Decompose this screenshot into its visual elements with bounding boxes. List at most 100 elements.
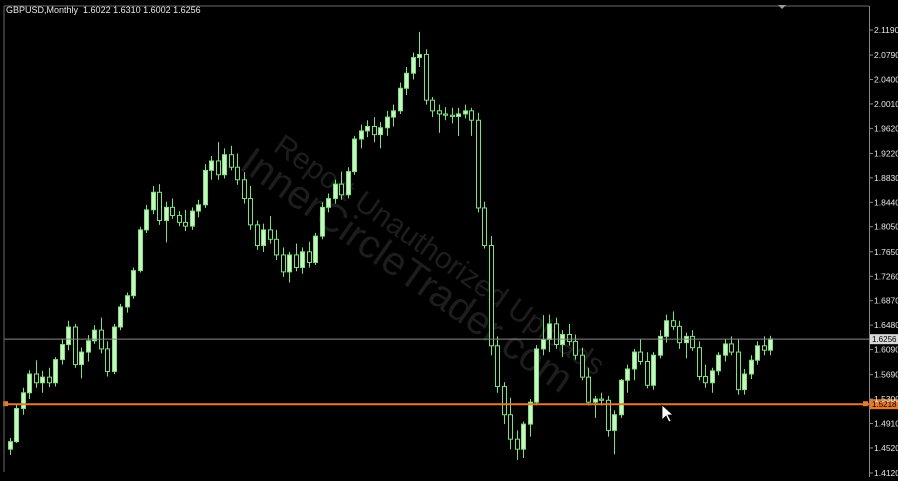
candle [664, 314, 669, 343]
candle-body [664, 320, 669, 337]
candle [261, 223, 266, 252]
candle-body [690, 335, 695, 349]
candle [372, 117, 377, 143]
candle-body [482, 207, 487, 247]
candle [365, 120, 370, 138]
candle [515, 430, 520, 460]
candle [476, 112, 481, 213]
candle [716, 352, 721, 376]
candle [151, 186, 156, 215]
candle-body [443, 113, 448, 116]
candle [450, 107, 455, 124]
candle-body [762, 345, 767, 351]
candle [677, 320, 682, 349]
y-tick-label: 1.4520 [874, 443, 898, 453]
candle [183, 209, 188, 232]
candle-body [697, 347, 702, 378]
y-tick-label: 1.6480 [874, 320, 898, 330]
candle-body [60, 344, 65, 361]
candle-body [229, 154, 234, 168]
candle [625, 364, 630, 393]
candle-body [632, 351, 637, 370]
y-tick-label: 1.8830 [874, 173, 898, 183]
candle-body [586, 376, 591, 403]
candle [502, 382, 507, 425]
candle [567, 323, 572, 346]
candle-body [625, 368, 630, 381]
candle [47, 367, 52, 388]
candle [528, 399, 533, 437]
candle [489, 236, 494, 356]
candle-body [768, 338, 773, 351]
y-tick-label: 1.8440 [874, 197, 898, 207]
candle [105, 341, 110, 377]
candle-body [755, 345, 760, 361]
candle [703, 364, 708, 388]
candle [112, 323, 117, 374]
candle-body [47, 376, 52, 384]
candle-body [320, 206, 325, 237]
candle-body [599, 398, 604, 401]
candle-body [151, 191, 156, 211]
candle [164, 201, 169, 243]
candle [437, 104, 442, 133]
candle-body [248, 198, 253, 226]
candle-body [515, 438, 520, 450]
candle [658, 330, 663, 359]
candle-body [196, 204, 201, 212]
candle [170, 198, 175, 219]
candle-body [469, 110, 474, 121]
candle-body [222, 154, 227, 176]
candle-body [359, 130, 364, 140]
candle-body [53, 359, 58, 384]
candle [508, 397, 513, 450]
candle-body [177, 214, 182, 223]
candle-body [495, 345, 500, 388]
candle-body [742, 373, 747, 391]
candle-body [677, 325, 682, 344]
candle [281, 247, 286, 277]
candle [268, 216, 273, 244]
candle [222, 148, 227, 179]
y-tick-label: 1.5690 [874, 370, 898, 380]
mouse-cursor-icon [661, 404, 675, 423]
candle [235, 153, 240, 185]
candle-body [242, 179, 247, 200]
y-tick-label: 2.0010 [874, 99, 898, 109]
candle-body [261, 229, 266, 247]
candle [8, 437, 13, 455]
candle [645, 352, 650, 389]
candle-body [14, 407, 19, 443]
candle [690, 330, 695, 351]
candle-body [112, 326, 117, 372]
candle [404, 66, 409, 96]
y-tick-label: 1.4910 [874, 418, 898, 428]
candle [313, 233, 318, 265]
candle-body [209, 160, 214, 171]
candle [339, 171, 344, 200]
candle-body [723, 343, 728, 356]
candle-body [164, 206, 169, 221]
candle-body [183, 221, 188, 227]
candle-body [372, 125, 377, 136]
candle-body [73, 326, 78, 366]
candle [411, 52, 416, 80]
candle-body [307, 251, 312, 263]
overlay [661, 404, 675, 423]
candle-body [430, 99, 435, 112]
candle [469, 107, 474, 136]
price-lines: 1.6256 1.5218 [3, 334, 898, 410]
candle-body [658, 335, 663, 356]
candle-body [40, 376, 45, 384]
candle-body [521, 423, 526, 450]
candle [131, 267, 136, 299]
candle-body [703, 376, 708, 384]
candle [274, 229, 279, 260]
candle-body [391, 110, 396, 118]
candle [27, 370, 32, 400]
candle-body [294, 254, 299, 268]
candle [723, 339, 728, 362]
candle [92, 325, 97, 344]
